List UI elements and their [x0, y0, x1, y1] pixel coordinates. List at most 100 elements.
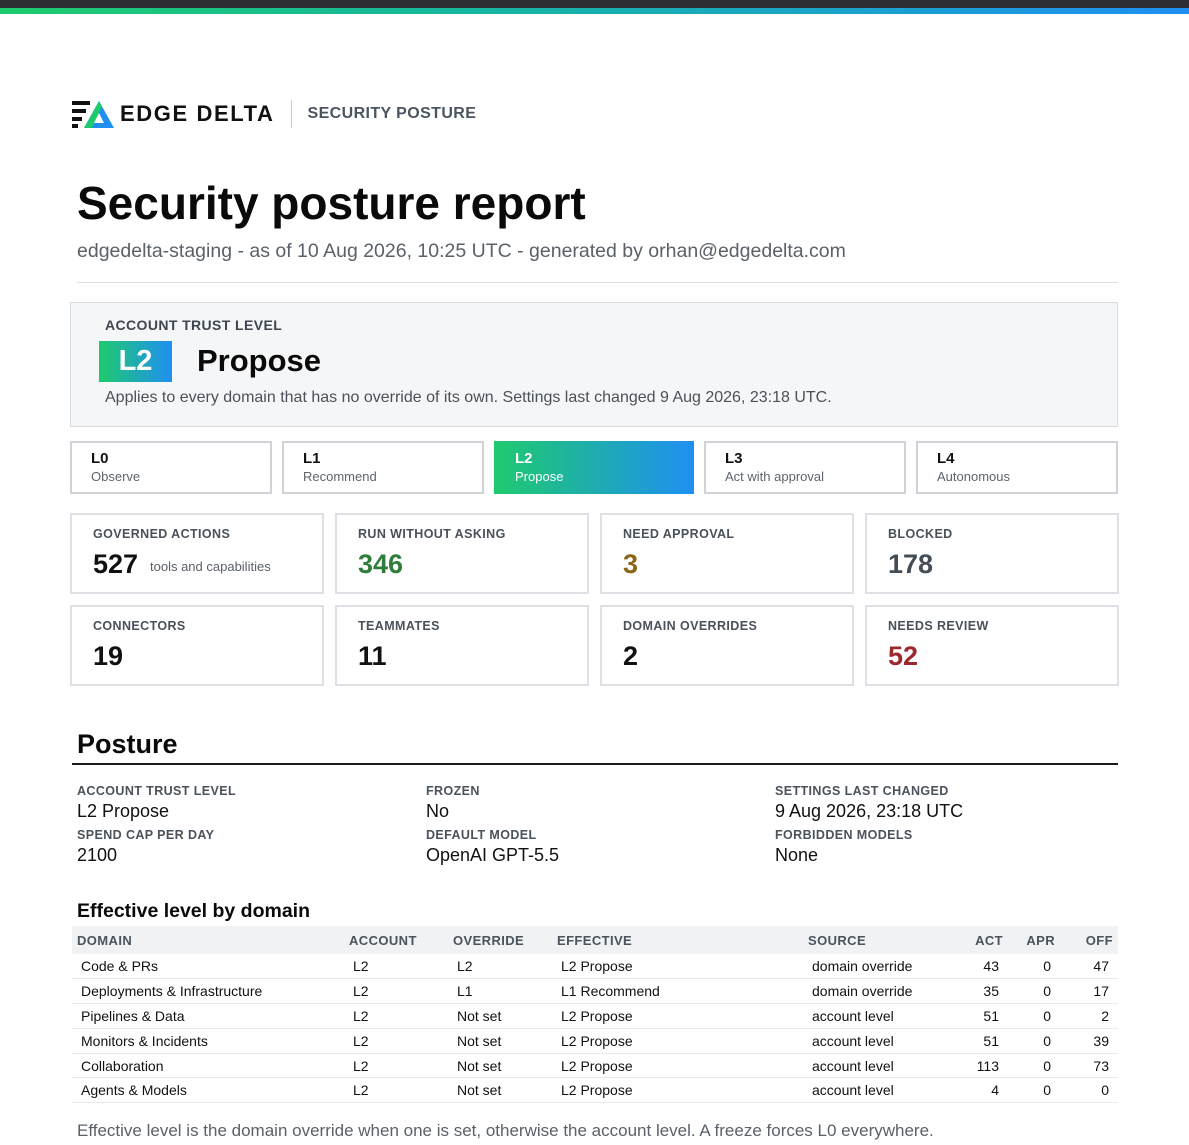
cell-source: account level — [803, 1077, 956, 1104]
table-row: Deployments & Infrastructure L2 L1 L1 Re… — [72, 978, 1118, 1005]
brand-name: EDGE DELTA — [120, 101, 275, 126]
fact-label: SPEND CAP PER DAY — [77, 828, 215, 842]
trust-level-badge: L2 — [99, 341, 172, 382]
stat-note: tools and capabilities — [150, 559, 271, 574]
fact-label: FORBIDDEN MODELS — [775, 828, 913, 842]
col-off: OFF — [1060, 926, 1118, 954]
stat-need-approval: NEED APPROVAL 3 — [600, 513, 854, 594]
cell-account: L2 — [344, 1028, 448, 1054]
level-code: L1 — [303, 450, 321, 467]
level-name: Autonomous — [937, 469, 1010, 484]
cell-effective: L2 Propose — [552, 1003, 803, 1029]
stat-governed-actions: GOVERNED ACTIONS 527 tools and capabilit… — [70, 513, 324, 594]
level-name: Observe — [91, 469, 141, 484]
cell-off: 39 — [1060, 1028, 1118, 1054]
cell-account: L2 — [344, 954, 448, 980]
cell-source: domain override — [803, 978, 956, 1005]
stat-label: RUN WITHOUT ASKING — [358, 527, 506, 541]
cell-act: 113 — [956, 1053, 1008, 1079]
stat-domain-overrides: DOMAIN OVERRIDES 2 — [600, 605, 854, 686]
cell-apr: 0 — [1008, 1077, 1060, 1104]
level-code: L0 — [91, 450, 109, 467]
cell-override: Not set — [448, 1053, 552, 1079]
trust-level-label: ACCOUNT TRUST LEVEL — [105, 317, 283, 333]
level-name: Recommend — [303, 469, 377, 484]
cell-effective: L1 Recommend — [552, 978, 803, 1005]
cell-source: account level — [803, 1003, 956, 1029]
table-row: Collaboration L2 Not set L2 Propose acco… — [72, 1053, 1118, 1079]
level-code: L3 — [725, 450, 743, 467]
cell-account: L2 — [344, 1053, 448, 1079]
level-l3: L3 Act with approval — [704, 441, 906, 494]
stat-value: 3 — [623, 549, 639, 579]
table-row: Pipelines & Data L2 Not set L2 Propose a… — [72, 1003, 1118, 1029]
cell-apr: 0 — [1008, 978, 1060, 1005]
cell-off: 2 — [1060, 1003, 1118, 1029]
level-name: Propose — [515, 469, 564, 484]
stat-label: GOVERNED ACTIONS — [93, 527, 231, 541]
trust-level-scale: L0 Observe L1 Recommend L2 Propose L3 Ac… — [70, 441, 1118, 494]
cell-off: 47 — [1060, 954, 1118, 980]
cell-effective: L2 Propose — [552, 954, 803, 980]
fact-label: DEFAULT MODEL — [426, 828, 537, 842]
stat-label: CONNECTORS — [93, 619, 186, 633]
cell-apr: 0 — [1008, 1053, 1060, 1079]
cell-act: 43 — [956, 954, 1008, 980]
fact-label: FROZEN — [426, 784, 480, 798]
domains-table-title: Effective level by domain — [77, 900, 311, 922]
cell-domain: Agents & Models — [72, 1077, 344, 1104]
cell-apr: 0 — [1008, 1028, 1060, 1054]
cell-off: 0 — [1060, 1077, 1118, 1104]
cell-source: account level — [803, 1028, 956, 1054]
cell-domain: Monitors & Incidents — [72, 1028, 344, 1054]
cell-effective: L2 Propose — [552, 1053, 803, 1079]
fact-item: SPEND CAP PER DAY 2100 — [77, 828, 426, 866]
fact-item: ACCOUNT TRUST LEVEL L2 Propose — [77, 784, 426, 822]
cell-override: L2 — [448, 954, 552, 980]
edge-delta-logo-icon — [72, 101, 114, 128]
cell-act: 4 — [956, 1077, 1008, 1104]
fact-item: FORBIDDEN MODELS None — [775, 828, 1118, 866]
trust-level-name: Propose — [197, 343, 322, 378]
trust-level-description: Applies to every domain that has no over… — [105, 389, 832, 406]
stat-value: 19 — [93, 641, 124, 671]
level-code: L2 — [515, 450, 533, 467]
cell-domain: Pipelines & Data — [72, 1003, 344, 1029]
brand-section-label: SECURITY POSTURE — [307, 105, 477, 122]
cell-source: domain override — [803, 954, 956, 980]
col-account: ACCOUNT — [344, 926, 448, 954]
col-domain: DOMAIN — [72, 926, 344, 954]
trust-level-card: ACCOUNT TRUST LEVEL L2 Propose Applies t… — [70, 302, 1118, 427]
level-code: L4 — [937, 450, 955, 467]
cell-account: L2 — [344, 1077, 448, 1104]
cell-override: Not set — [448, 1077, 552, 1104]
level-name: Act with approval — [725, 469, 824, 484]
stat-run-without-asking: RUN WITHOUT ASKING 346 — [335, 513, 589, 594]
level-l2-active: L2 Propose — [494, 441, 694, 494]
cell-domain: Code & PRs — [72, 954, 344, 980]
fact-label: ACCOUNT TRUST LEVEL — [77, 784, 236, 798]
stat-teammates: TEAMMATES 11 — [335, 605, 589, 686]
domains-table: DOMAIN ACCOUNT OVERRIDE EFFECTIVE SOURCE… — [72, 926, 1118, 1104]
stat-value: 178 — [888, 549, 934, 579]
stat-label: DOMAIN OVERRIDES — [623, 619, 758, 633]
page-title: Security posture report — [77, 177, 586, 229]
cell-override: Not set — [448, 1003, 552, 1029]
stat-label: TEAMMATES — [358, 619, 440, 633]
table-footnote: Effective level is the domain override w… — [77, 1121, 934, 1140]
cell-domain: Deployments & Infrastructure — [72, 978, 344, 1005]
stat-label: BLOCKED — [888, 527, 953, 541]
brand-divider — [290, 100, 292, 128]
fact-label: SETTINGS LAST CHANGED — [775, 784, 949, 798]
stat-connectors: CONNECTORS 19 — [70, 605, 324, 686]
cell-act: 51 — [956, 1003, 1008, 1029]
cell-act: 35 — [956, 978, 1008, 1005]
table-row: Agents & Models L2 Not set L2 Propose ac… — [72, 1077, 1118, 1104]
cell-effective: L2 Propose — [552, 1028, 803, 1054]
table-header-row: DOMAIN ACCOUNT OVERRIDE EFFECTIVE SOURCE… — [72, 926, 1118, 954]
fact-value: None — [775, 845, 819, 865]
table-row: Monitors & Incidents L2 Not set L2 Propo… — [72, 1028, 1118, 1054]
cell-override: L1 — [448, 978, 552, 1005]
col-source: SOURCE — [803, 926, 956, 954]
brand-header: EDGE DELTA SECURITY POSTURE — [72, 100, 476, 128]
